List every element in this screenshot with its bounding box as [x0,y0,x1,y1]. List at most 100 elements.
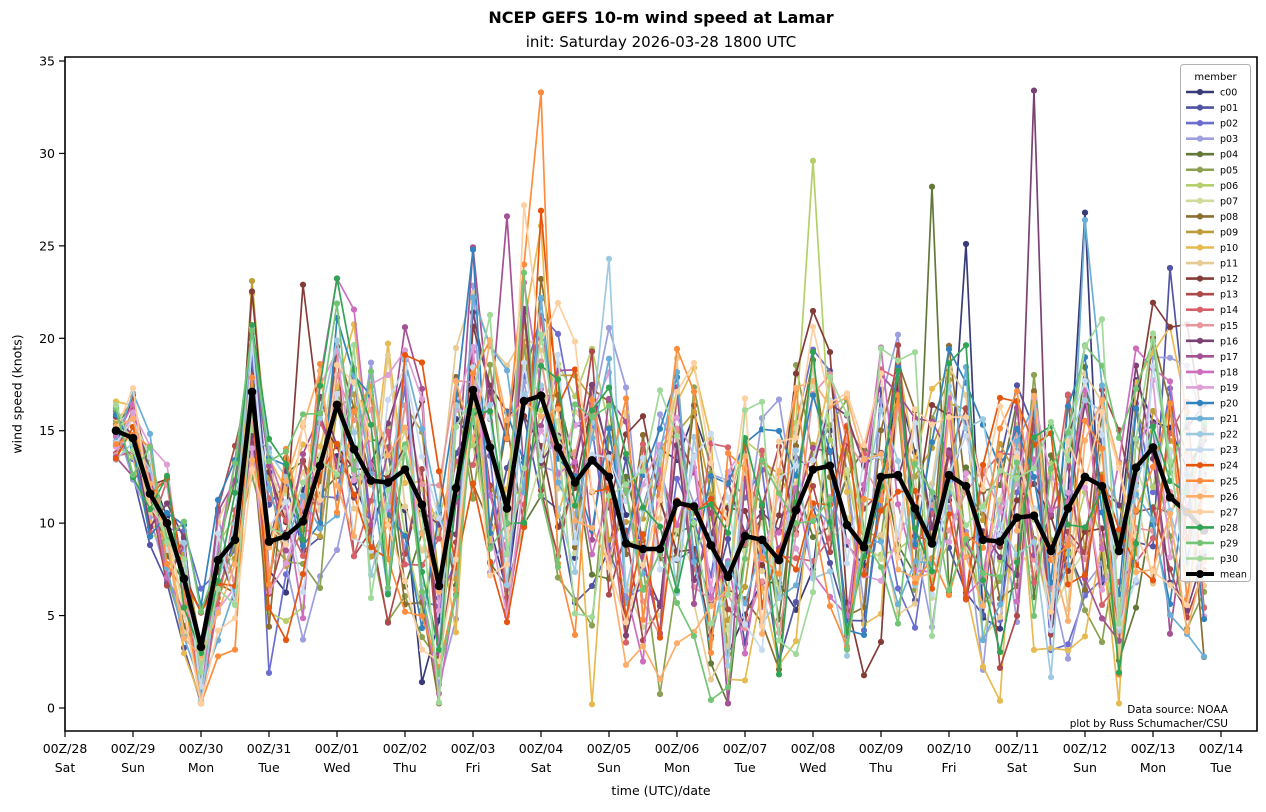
series-p19-marker [418,395,426,403]
series-p23-marker [656,566,664,573]
series-p25-marker [1064,542,1072,549]
series-mean-marker [638,544,648,554]
series-p05-marker [656,691,664,698]
series-p19-marker [384,371,392,379]
series-p02-marker [197,585,205,592]
series-p09-marker [979,516,987,524]
series-p04-marker [928,183,936,190]
series-p30-marker [1166,458,1174,465]
series-p10-marker [299,441,307,448]
series-p01-marker [146,541,154,549]
series-p21-marker [741,600,749,607]
series-p17-marker [809,444,817,451]
series-p28-marker [639,504,647,511]
series-p30-marker [656,387,664,394]
series-p25-marker [758,554,766,562]
series-p19-marker [350,477,358,484]
series-p25-marker [418,613,426,620]
series-p18-marker [350,306,358,313]
series-mean-marker [536,391,546,400]
series-p30-marker [163,539,171,546]
series-p14-marker [622,639,630,646]
series-p27-marker [673,388,681,395]
series-p20-marker [299,542,307,549]
series-p17-marker [367,521,375,528]
series-p16-marker [996,554,1004,561]
series-p30-marker [214,585,222,593]
series-p30-marker [367,595,375,602]
series-p27-marker [401,577,409,585]
series-p16-marker [588,381,596,388]
legend-entry-p05: p05 [1186,165,1238,176]
series-p25-marker [724,450,732,457]
series-p19-marker [1166,554,1174,561]
series-p20-marker [945,346,953,353]
series-mean-marker [842,520,852,530]
series-p13-marker [418,466,426,473]
x-tick-label-day: Tue [1209,760,1232,775]
legend-entry-label: p16 [1220,336,1238,347]
legend-entry-label: p01 [1220,103,1238,114]
series-p14-marker [265,495,273,502]
series-p15-marker [1081,556,1089,563]
series-mean-marker [672,498,682,508]
x-tick-label-time: 00Z/06 [655,741,700,756]
series-mean-marker [1131,463,1141,473]
series-p29-marker [962,536,970,543]
series-p29-marker [1030,612,1038,620]
series-p20-marker [911,541,919,548]
legend-swatch-marker [1196,570,1204,579]
series-p29-marker [537,492,545,499]
x-axis-ticks: 00Z/28 Sat 00Z/29 Sun 00Z/30 Mon 00Z/31 Tue 00Z/… [43,731,1243,775]
series-p17-marker [1098,615,1106,622]
series-p24-marker [520,524,528,531]
series-p17-marker [1115,637,1123,644]
series-p29-marker [690,633,698,640]
series-p30-marker [826,373,834,381]
legend-swatch-marker [1196,446,1204,453]
series-p30-marker [1098,316,1106,323]
legend-swatch-marker [1196,244,1204,251]
series-p21-marker [503,367,511,374]
series-p18-marker [775,529,783,536]
series-p29-marker [571,401,579,408]
series-p11-marker [656,515,664,522]
series-mean-marker [553,443,563,452]
series-p30-marker [741,407,749,414]
series-p01-marker [1166,264,1174,272]
x-tick-label-day: Mon [1140,760,1166,775]
series-p26-marker [1132,569,1140,576]
series-p23-marker [588,451,596,458]
series-p21-marker [792,582,800,589]
legend-entry-p20: p20 [1186,399,1238,410]
series-p19-marker [163,461,171,468]
series-p23-marker [1081,377,1089,384]
series-p26-marker [639,643,647,650]
series-p07-marker [877,556,885,563]
y-tick-label: 30 [39,146,55,161]
series-p27-marker [503,561,511,568]
series-p29-marker [231,460,239,467]
series-p20-marker [775,427,783,435]
series-p25-marker [401,608,409,615]
series-p28-marker [1115,669,1123,676]
series-p24-marker [877,507,885,514]
series-p26-marker [452,378,460,385]
series-p10-marker [1115,700,1123,707]
series-p28-marker [520,519,528,526]
series-p05-marker [1098,639,1106,646]
series-p27-marker [1115,465,1123,472]
legend-frame [1180,64,1251,582]
series-p24-marker [945,511,953,518]
series-p15-marker [792,531,800,538]
legend-entry-p08: p08 [1186,212,1238,223]
series-p24-marker [1064,581,1072,588]
series-p21-marker [1149,516,1157,524]
series-p14-marker [214,601,222,608]
x-tick-label-day: Thu [392,760,416,775]
series-p04-marker [1132,604,1140,611]
series-p27-marker [1013,454,1021,461]
series-p30-marker [401,445,409,452]
series-p25-marker [639,616,647,623]
series-p20-marker [1200,616,1208,623]
